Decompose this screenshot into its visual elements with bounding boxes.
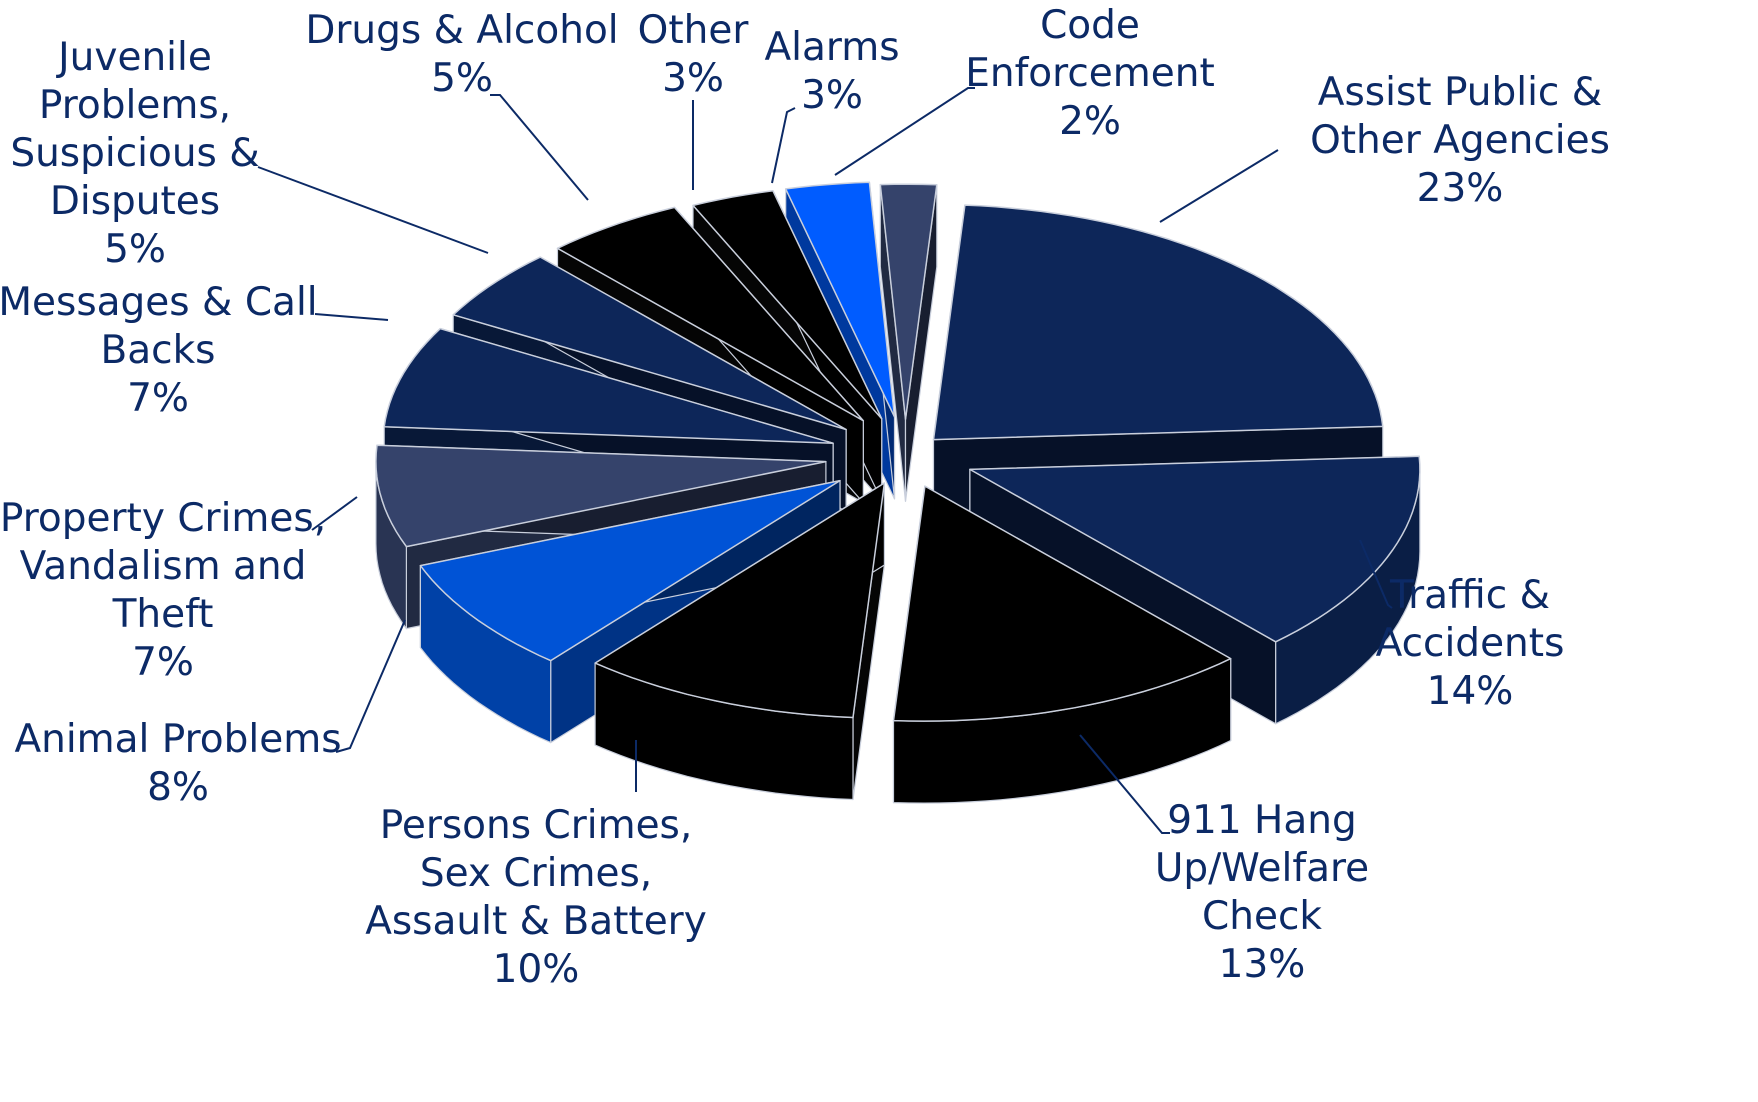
category-label-juvenile-problems: Problems,	[39, 83, 231, 128]
slice-persons-crimes	[594, 482, 886, 801]
slice-juvenile-problems-top	[452, 256, 847, 431]
category-label-code-enforcement: Code	[1040, 3, 1140, 48]
label-911-hang-up: 911 Hang Up/Welfare Check 13%	[1155, 798, 1369, 987]
slice-alarms-top	[784, 181, 896, 418]
label-assist-public: Assist Public & Other Agencies 23%	[1310, 70, 1610, 211]
category-label-code-enforcement: Enforcement	[965, 51, 1215, 96]
label-juvenile-problems: Juvenile Problems, Suspicious & Disputes 5%	[10, 35, 259, 272]
category-label-traffic-accidents: Accidents	[1376, 621, 1565, 666]
category-label-juvenile-problems: Suspicious &	[10, 131, 259, 176]
category-label-assist-public: Other Agencies	[1310, 118, 1610, 163]
slice-other-top	[692, 189, 883, 420]
category-label-property-crimes: Theft	[112, 592, 214, 637]
label-messages-call-backs: Messages & Call Backs 7%	[0, 280, 318, 421]
category-label-traffic-accidents: Traffic &	[1389, 573, 1550, 618]
pie-slices	[375, 181, 1421, 804]
slice-property-crimes-top	[375, 444, 827, 548]
value-label-alarms: 3%	[801, 73, 863, 118]
slice-messages-call-backs-top	[383, 327, 834, 444]
value-label-persons-crimes: 10%	[493, 947, 580, 992]
value-label-code-enforcement: 2%	[1059, 99, 1121, 144]
category-label-messages-call-backs: Messages & Call	[0, 280, 318, 325]
value-label-assist-public: 23%	[1417, 166, 1504, 211]
category-label-drugs-alcohol: Drugs & Alcohol	[305, 8, 618, 53]
category-label-messages-call-backs: Backs	[100, 328, 215, 373]
value-label-drugs-alcohol: 5%	[431, 56, 493, 101]
value-label-messages-call-backs: 7%	[127, 376, 189, 421]
label-animal-problems: Animal Problems 8%	[14, 717, 341, 810]
slice-911-hang-up	[892, 485, 1232, 804]
slice-persons-crimes-top	[594, 482, 886, 719]
label-property-crimes: Property Crimes, Vandalism and Theft 7%	[0, 496, 326, 685]
slice-animal-problems-top	[419, 479, 841, 662]
category-label-911-hang-up: Up/Welfare	[1155, 846, 1369, 891]
value-label-animal-problems: 8%	[147, 765, 209, 810]
slice-code-enforcement	[879, 183, 938, 502]
slice-drugs-alcohol-top	[556, 206, 865, 422]
slice-labels: Assist Public & Other Agencies 23% Traffic …	[0, 3, 1610, 992]
slice-assist-public-top	[932, 204, 1384, 441]
slice-traffic-accidents-top	[969, 455, 1421, 643]
leader-line-juvenile-problems	[257, 166, 489, 254]
category-label-property-crimes: Vandalism and	[20, 544, 307, 589]
leader-line-property-crimes	[311, 496, 358, 531]
leader-lines	[257, 87, 1393, 834]
category-label-animal-problems: Animal Problems	[14, 717, 341, 762]
label-persons-crimes: Persons Crimes, Sex Crimes, Assault & Batt…	[365, 803, 707, 992]
slice-911-hang-up-top	[892, 485, 1232, 722]
category-label-911-hang-up: 911 Hang	[1167, 798, 1357, 843]
value-label-traffic-accidents: 14%	[1427, 669, 1514, 714]
value-label-other: 3%	[662, 56, 724, 101]
category-label-assist-public: Assist Public &	[1318, 70, 1602, 115]
label-alarms: Alarms 3%	[764, 25, 899, 118]
category-label-911-hang-up: Check	[1202, 894, 1322, 939]
category-label-other: Other	[638, 8, 750, 53]
label-traffic-accidents: Traffic & Accidents 14%	[1376, 573, 1565, 714]
leader-line-assist-public	[1159, 149, 1279, 223]
category-label-property-crimes: Property Crimes,	[0, 496, 326, 541]
category-label-juvenile-problems: Disputes	[50, 179, 220, 224]
leader-line-alarms	[771, 107, 796, 184]
category-label-persons-crimes: Assault & Battery	[365, 899, 707, 944]
category-label-juvenile-problems: Juvenile	[55, 35, 212, 80]
value-label-911-hang-up: 13%	[1219, 942, 1306, 987]
leader-line-traffic-accidents	[1359, 539, 1393, 609]
leader-line-911-hang-up	[1079, 734, 1170, 834]
leader-line-code-enforcement	[834, 87, 975, 176]
leader-line-messages-call-backs	[314, 313, 389, 321]
label-code-enforcement: Code Enforcement 2%	[965, 3, 1215, 144]
slice-code-enforcement-top	[879, 183, 938, 421]
value-label-juvenile-problems: 5%	[104, 227, 166, 272]
label-drugs-alcohol: Drugs & Alcohol 5%	[305, 8, 618, 101]
label-other: Other 3%	[638, 8, 750, 101]
leader-line-drugs-alcohol	[490, 94, 589, 201]
leader-line-animal-problems	[335, 619, 406, 753]
category-label-alarms: Alarms	[764, 25, 899, 70]
value-label-property-crimes: 7%	[132, 640, 194, 685]
category-label-persons-crimes: Sex Crimes,	[420, 851, 652, 896]
category-label-persons-crimes: Persons Crimes,	[380, 803, 693, 848]
